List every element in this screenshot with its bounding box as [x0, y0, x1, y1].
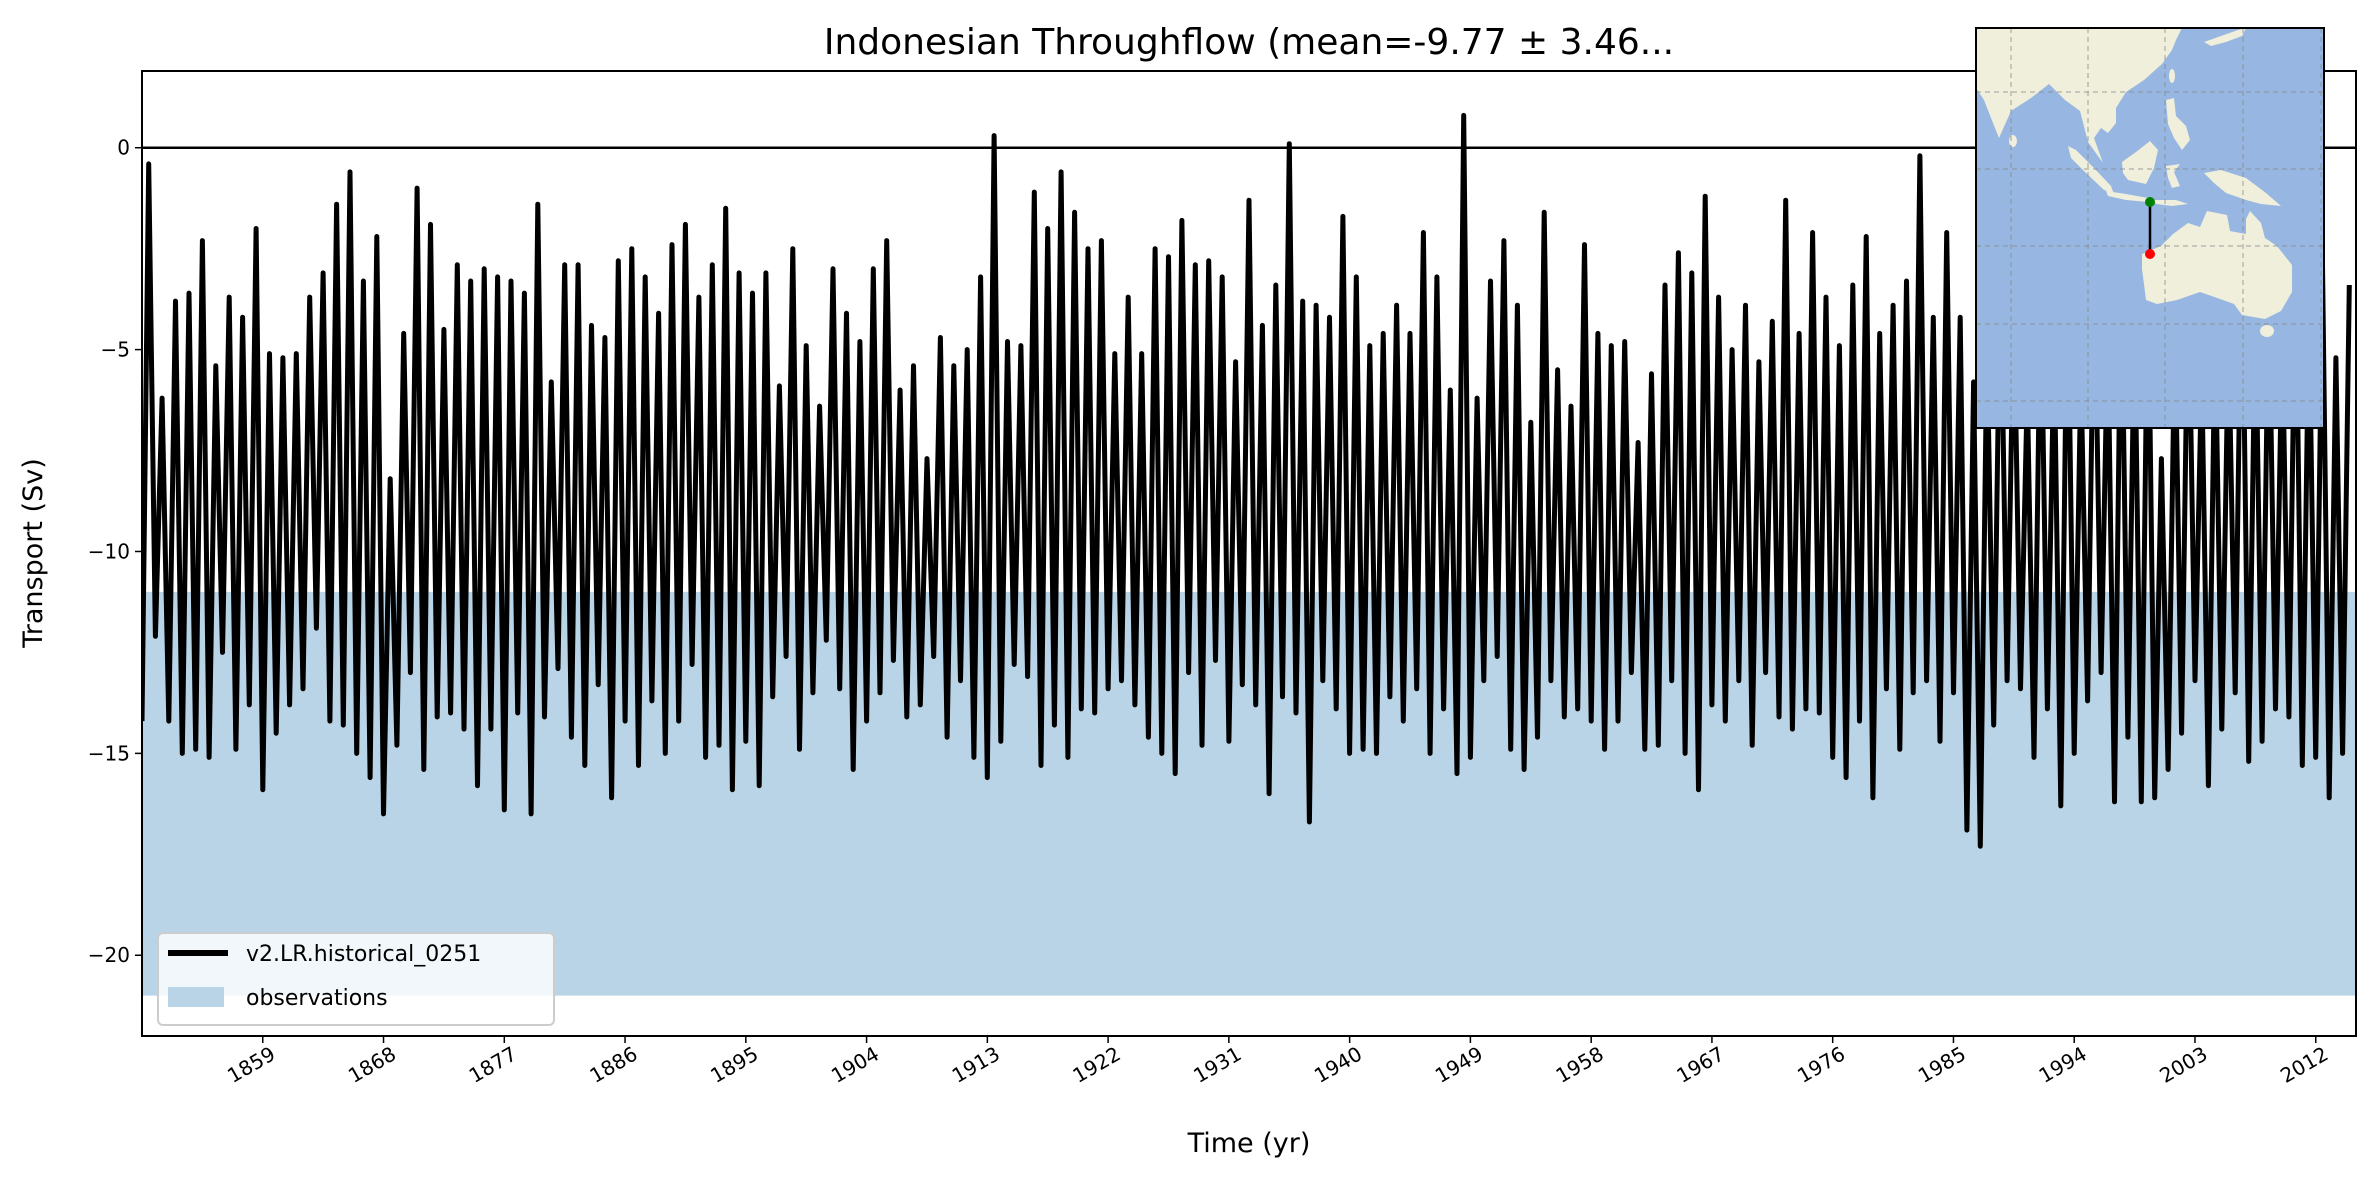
- legend-label-observations: observations: [246, 986, 388, 1011]
- y-tick-label: −10: [88, 539, 130, 563]
- borneo: [2122, 141, 2158, 184]
- plot-frame: [141, 70, 2357, 1037]
- japan: [2204, 28, 2246, 46]
- legend-box: [157, 932, 555, 1026]
- java: [2106, 191, 2148, 202]
- legend-band-swatch: [168, 987, 224, 1007]
- legend: v2.LR.historical_0251 observations: [157, 932, 555, 1026]
- sumatra: [2068, 146, 2114, 194]
- tasmania: [2260, 325, 2274, 337]
- transect-end-marker: [2145, 249, 2155, 259]
- x-tick-label: 1868: [344, 1042, 400, 1088]
- x-tick-label: 1949: [1431, 1042, 1487, 1088]
- legend-label-model: v2.LR.historical_0251: [246, 942, 481, 967]
- x-tick-label: 1904: [827, 1042, 883, 1088]
- y-tick-label: 0: [117, 136, 130, 160]
- inset-map: [1975, 27, 2325, 429]
- x-tick-label: 1967: [1672, 1042, 1728, 1088]
- x-axis-label: Time (yr): [1187, 1128, 1311, 1159]
- x-tick-label: 1859: [223, 1042, 279, 1088]
- x-tick-label: 1922: [1069, 1042, 1125, 1088]
- x-tick-label: 1877: [465, 1042, 521, 1088]
- philippines: [2166, 98, 2190, 150]
- x-tick-label: 1886: [585, 1042, 641, 1088]
- x-tick-label: 1895: [706, 1042, 762, 1088]
- x-tick-label: 1958: [1552, 1042, 1608, 1088]
- asia-mainland: [1976, 28, 2182, 163]
- inset-map-frame: [1975, 27, 2325, 429]
- australia: [2142, 211, 2292, 319]
- x-tick-label: 1931: [1189, 1042, 1245, 1088]
- x-tick-label: 1994: [2035, 1042, 2091, 1088]
- x-tick-label: 1976: [1793, 1042, 1849, 1088]
- x-tick-label: 2003: [2155, 1042, 2211, 1088]
- x-tick-label: 1985: [1914, 1042, 1970, 1088]
- series-line-model: [142, 112, 2352, 849]
- y-tick-label: −5: [101, 338, 130, 362]
- y-tick-label: −20: [88, 943, 130, 967]
- sulawesi: [2166, 164, 2180, 188]
- x-tick-label: 1913: [948, 1042, 1004, 1088]
- lesser-sunda: [2154, 200, 2188, 206]
- new-guinea: [2204, 170, 2281, 206]
- land: [1976, 28, 2292, 337]
- sri-lanka: [2009, 135, 2017, 147]
- taiwan: [2169, 69, 2175, 83]
- y-tick-label: −15: [88, 741, 130, 765]
- x-tick-label: 2012: [2276, 1042, 2332, 1088]
- transect-start-marker: [2145, 197, 2155, 207]
- observations-band: [142, 591, 2356, 996]
- y-axis-label: Transport (Sv): [18, 458, 49, 648]
- chart-title: Indonesian Throughflow (mean=-9.77 ± 3.4…: [824, 22, 1674, 63]
- x-tick-label: 1940: [1310, 1042, 1366, 1088]
